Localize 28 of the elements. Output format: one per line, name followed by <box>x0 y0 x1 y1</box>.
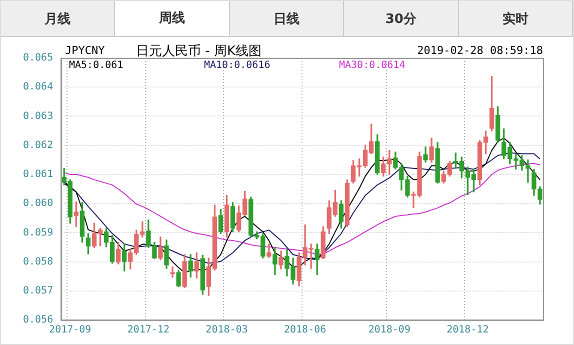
x-tick-label: 2018-03 <box>206 324 248 336</box>
y-tick-label: 0.065 <box>22 52 54 64</box>
x-tick-label: 2018-06 <box>284 324 326 336</box>
chart-title: 日元人民币 - 周K线图 <box>136 43 262 60</box>
y-tick-label: 0.064 <box>22 82 54 93</box>
text: 日线 <box>230 1 344 36</box>
y-tick-label: 0.063 <box>22 110 54 122</box>
text: 周线 <box>115 1 230 36</box>
text: MA5:0.061 <box>69 60 124 71</box>
y-tick-label: 0.061 <box>22 169 54 180</box>
y-tick-label: 0.062 <box>22 140 54 151</box>
text: 实时 <box>458 1 574 36</box>
text: JPYCNY <box>65 44 105 57</box>
candlestick <box>170 266 175 278</box>
y-tick-label: 0.060 <box>22 198 54 210</box>
y-tick-label: 0.057 <box>22 285 54 296</box>
x-tick-label: 2018-12 <box>446 324 489 336</box>
text: 30分 <box>344 1 459 36</box>
y-tick-label: 0.059 <box>22 227 54 238</box>
text: MA10:0.0616 <box>204 60 270 71</box>
x-tick-label: 2017-09 <box>49 324 92 336</box>
x-tick-label: 2018-09 <box>368 324 410 336</box>
text: 月线 <box>1 1 116 36</box>
x-tick-label: 2017-12 <box>127 324 170 336</box>
y-tick-label: 0.058 <box>22 256 54 268</box>
y-tick-label: 0.056 <box>22 314 54 326</box>
text: MA30:0.0614 <box>339 60 406 71</box>
text: 2019-02-28 08:59:18 <box>417 44 543 57</box>
